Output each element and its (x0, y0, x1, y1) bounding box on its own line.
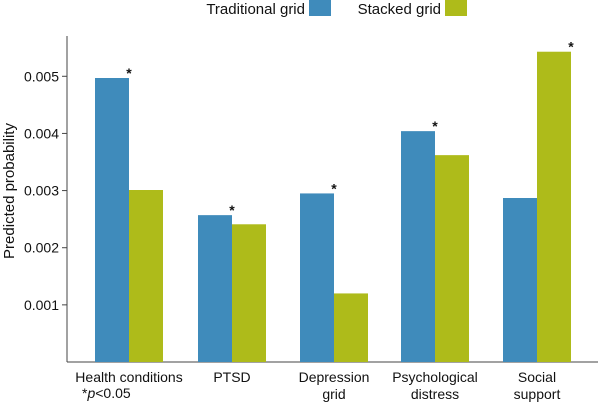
legend: Traditional grid Stacked grid (206, 0, 467, 18)
category-label: distress (411, 386, 459, 402)
footnote-p: p (86, 385, 95, 401)
bar-stacked-2 (334, 293, 368, 362)
y-axis-title: Predicted probability (1, 123, 18, 259)
y-tick-label: 0.003 (24, 183, 59, 199)
footnote-star: * (82, 385, 88, 401)
y-tick-label: 0.002 (24, 240, 59, 256)
y-tick-label: 0.001 (24, 297, 59, 313)
bar-traditional-0 (95, 78, 129, 362)
category-label: Psychological (392, 369, 478, 385)
bar-stacked-4 (537, 51, 571, 362)
significance-star: * (568, 39, 574, 55)
legend-swatch-stacked (445, 0, 467, 16)
y-tick-label: 0.005 (24, 68, 59, 84)
category-label: Depression (299, 369, 370, 385)
legend-label-stacked: Stacked grid (358, 1, 441, 18)
significance-star: * (331, 180, 337, 196)
bar-stacked-1 (232, 224, 266, 362)
y-tick-label: 0.004 (24, 125, 59, 141)
footnote-threshold: <0.05 (95, 385, 131, 401)
significance-star: * (229, 202, 235, 218)
significance-star: * (432, 118, 438, 134)
legend-swatch-traditional (309, 0, 331, 16)
bar-traditional-3 (401, 131, 435, 362)
category-label: grid (322, 386, 345, 402)
bar-stacked-3 (435, 155, 469, 362)
bar-stacked-0 (129, 190, 163, 362)
category-label: support (514, 386, 561, 402)
category-label: PTSD (213, 369, 250, 385)
bar-traditional-1 (198, 215, 232, 362)
bar-traditional-4 (503, 198, 537, 362)
bar-traditional-2 (300, 193, 334, 362)
bars (95, 51, 571, 362)
significance-star: * (126, 65, 132, 81)
significance-markers: * * * * * (126, 39, 574, 218)
legend-label-traditional: Traditional grid (206, 1, 305, 18)
category-label: Health conditions (75, 369, 182, 385)
footnote: *p<0.05 (82, 385, 131, 401)
category-label: Social (518, 369, 556, 385)
